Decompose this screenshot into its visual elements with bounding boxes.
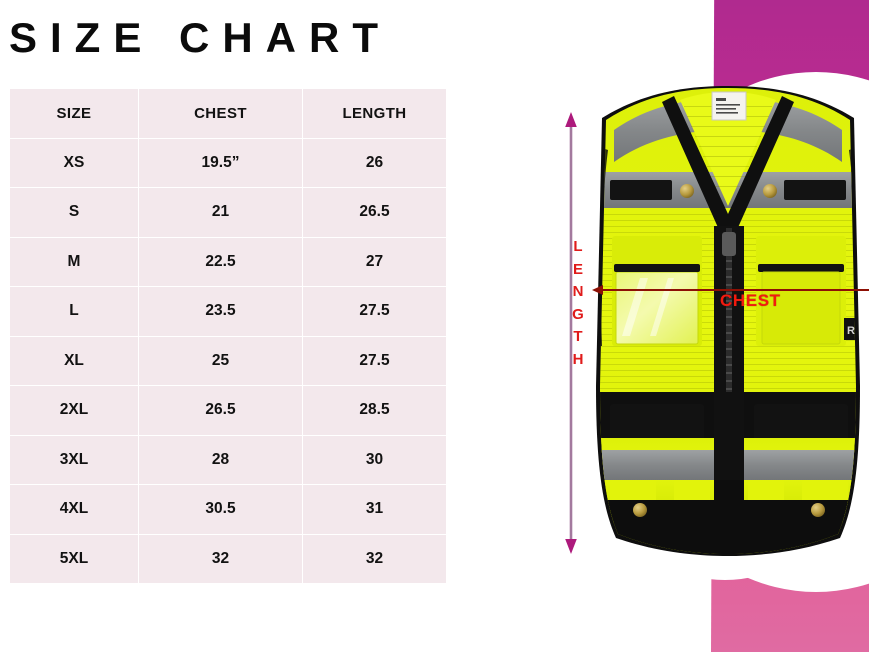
cell-size: 3XL <box>10 435 138 484</box>
table-row: 4XL 30.5 31 <box>10 485 446 534</box>
cell-size: 5XL <box>10 534 138 583</box>
chest-measure-line <box>592 285 869 295</box>
placket-hem <box>714 480 744 554</box>
cell-length: 31 <box>303 485 446 534</box>
cell-length: 30 <box>303 435 446 484</box>
snap-button-right <box>763 184 777 198</box>
cell-size: 2XL <box>10 386 138 435</box>
length-letter: H <box>572 350 584 368</box>
cell-chest: 28 <box>139 435 302 484</box>
brand-tag <box>844 318 856 340</box>
pocket-left-zip <box>614 264 700 272</box>
length-letter: T <box>573 328 583 345</box>
vest-neck-mesh <box>680 92 776 206</box>
table-row: XS 19.5” 26 <box>10 138 446 187</box>
chest-arrow-head-left <box>592 285 603 295</box>
table-row: M 22.5 27 <box>10 237 446 286</box>
cell-length: 28.5 <box>303 386 446 435</box>
snap-button-left <box>680 184 694 198</box>
brand-tag-text: R <box>847 325 855 337</box>
table-header-row: SIZE CHEST LENGTH <box>10 89 446 138</box>
id-window-glare <box>622 278 674 336</box>
cell-chest: 25 <box>139 336 302 385</box>
length-letter: G <box>572 305 584 323</box>
care-label <box>711 91 747 121</box>
table-row: 2XL 26.5 28.5 <box>10 386 446 435</box>
vest-vneck-trim <box>662 96 794 232</box>
length-measure-arrow <box>565 112 577 554</box>
column-header-length: LENGTH <box>303 89 446 138</box>
snap-button-bottom-left <box>633 503 647 517</box>
cell-chest: 23.5 <box>139 287 302 336</box>
cell-chest: 22.5 <box>139 237 302 286</box>
safety-vest-illustration: R <box>588 86 869 556</box>
zipper-pull <box>722 232 736 256</box>
table-row: 3XL 28 30 <box>10 435 446 484</box>
table-row: 5XL 32 32 <box>10 534 446 583</box>
length-letter: L <box>573 238 583 255</box>
table-row: S 21 26.5 <box>10 188 446 237</box>
length-letter: N <box>572 283 584 300</box>
cell-length: 26.5 <box>303 188 446 237</box>
cell-size: L <box>10 287 138 336</box>
length-label: L E N G T H <box>568 236 588 371</box>
size-chart-table: SIZE CHEST LENGTH XS 19.5” 26 S 21 26.5 … <box>9 88 447 584</box>
length-letter: E <box>572 260 583 278</box>
cell-chest: 19.5” <box>139 138 302 187</box>
cell-length: 32 <box>303 534 446 583</box>
snap-button-bottom-right <box>811 503 825 517</box>
pocket-right-zip <box>758 264 844 272</box>
cell-length: 27.5 <box>303 336 446 385</box>
column-header-chest: CHEST <box>139 89 302 138</box>
cell-size: 4XL <box>10 485 138 534</box>
length-arrow-head-bottom <box>565 539 577 554</box>
cell-chest: 21 <box>139 188 302 237</box>
length-arrow-head-top <box>565 112 577 127</box>
cell-size: M <box>10 237 138 286</box>
cell-size: XS <box>10 138 138 187</box>
chest-label: CHEST <box>720 291 781 310</box>
cell-length: 27 <box>303 237 446 286</box>
cell-chest: 26.5 <box>139 386 302 435</box>
cell-size: XL <box>10 336 138 385</box>
reflective-accent-left <box>610 180 672 200</box>
table-row: L 23.5 27.5 <box>10 287 446 336</box>
page-title: SIZE CHART <box>9 14 391 61</box>
vest-svg: R <box>596 86 860 556</box>
care-label-text <box>716 98 740 114</box>
reflective-accent-right <box>784 180 846 200</box>
cell-size: S <box>10 188 138 237</box>
column-header-size: SIZE <box>10 89 138 138</box>
cell-length: 26 <box>303 138 446 187</box>
cell-chest: 30.5 <box>139 485 302 534</box>
table-row: XL 25 27.5 <box>10 336 446 385</box>
cell-length: 27.5 <box>303 287 446 336</box>
cell-chest: 32 <box>139 534 302 583</box>
